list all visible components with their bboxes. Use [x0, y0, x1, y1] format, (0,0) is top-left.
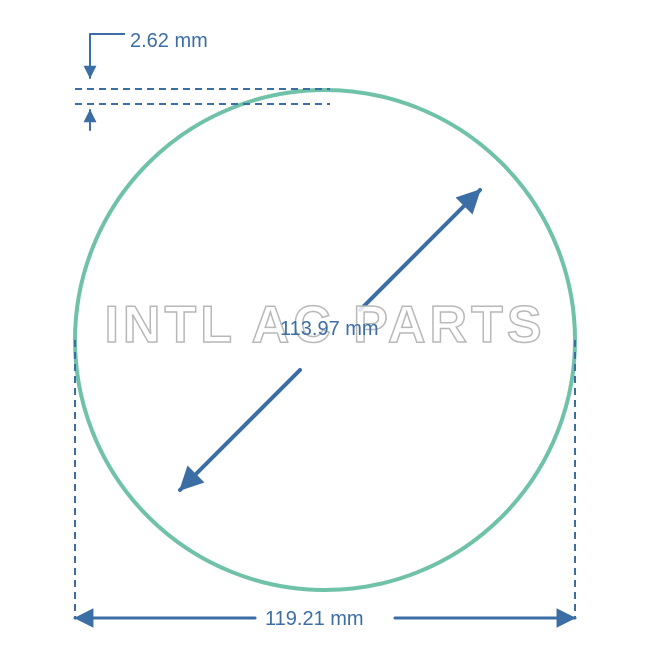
diagram-stage: INTL AC PARTS 2.62 mm 113.97 mm 119.21 m…	[0, 0, 650, 650]
outer-diameter-label: 119.21 mm	[265, 608, 364, 631]
thickness-label: 2.62 mm	[130, 30, 208, 53]
inner-diameter-label: 113.97 mm	[280, 318, 379, 341]
